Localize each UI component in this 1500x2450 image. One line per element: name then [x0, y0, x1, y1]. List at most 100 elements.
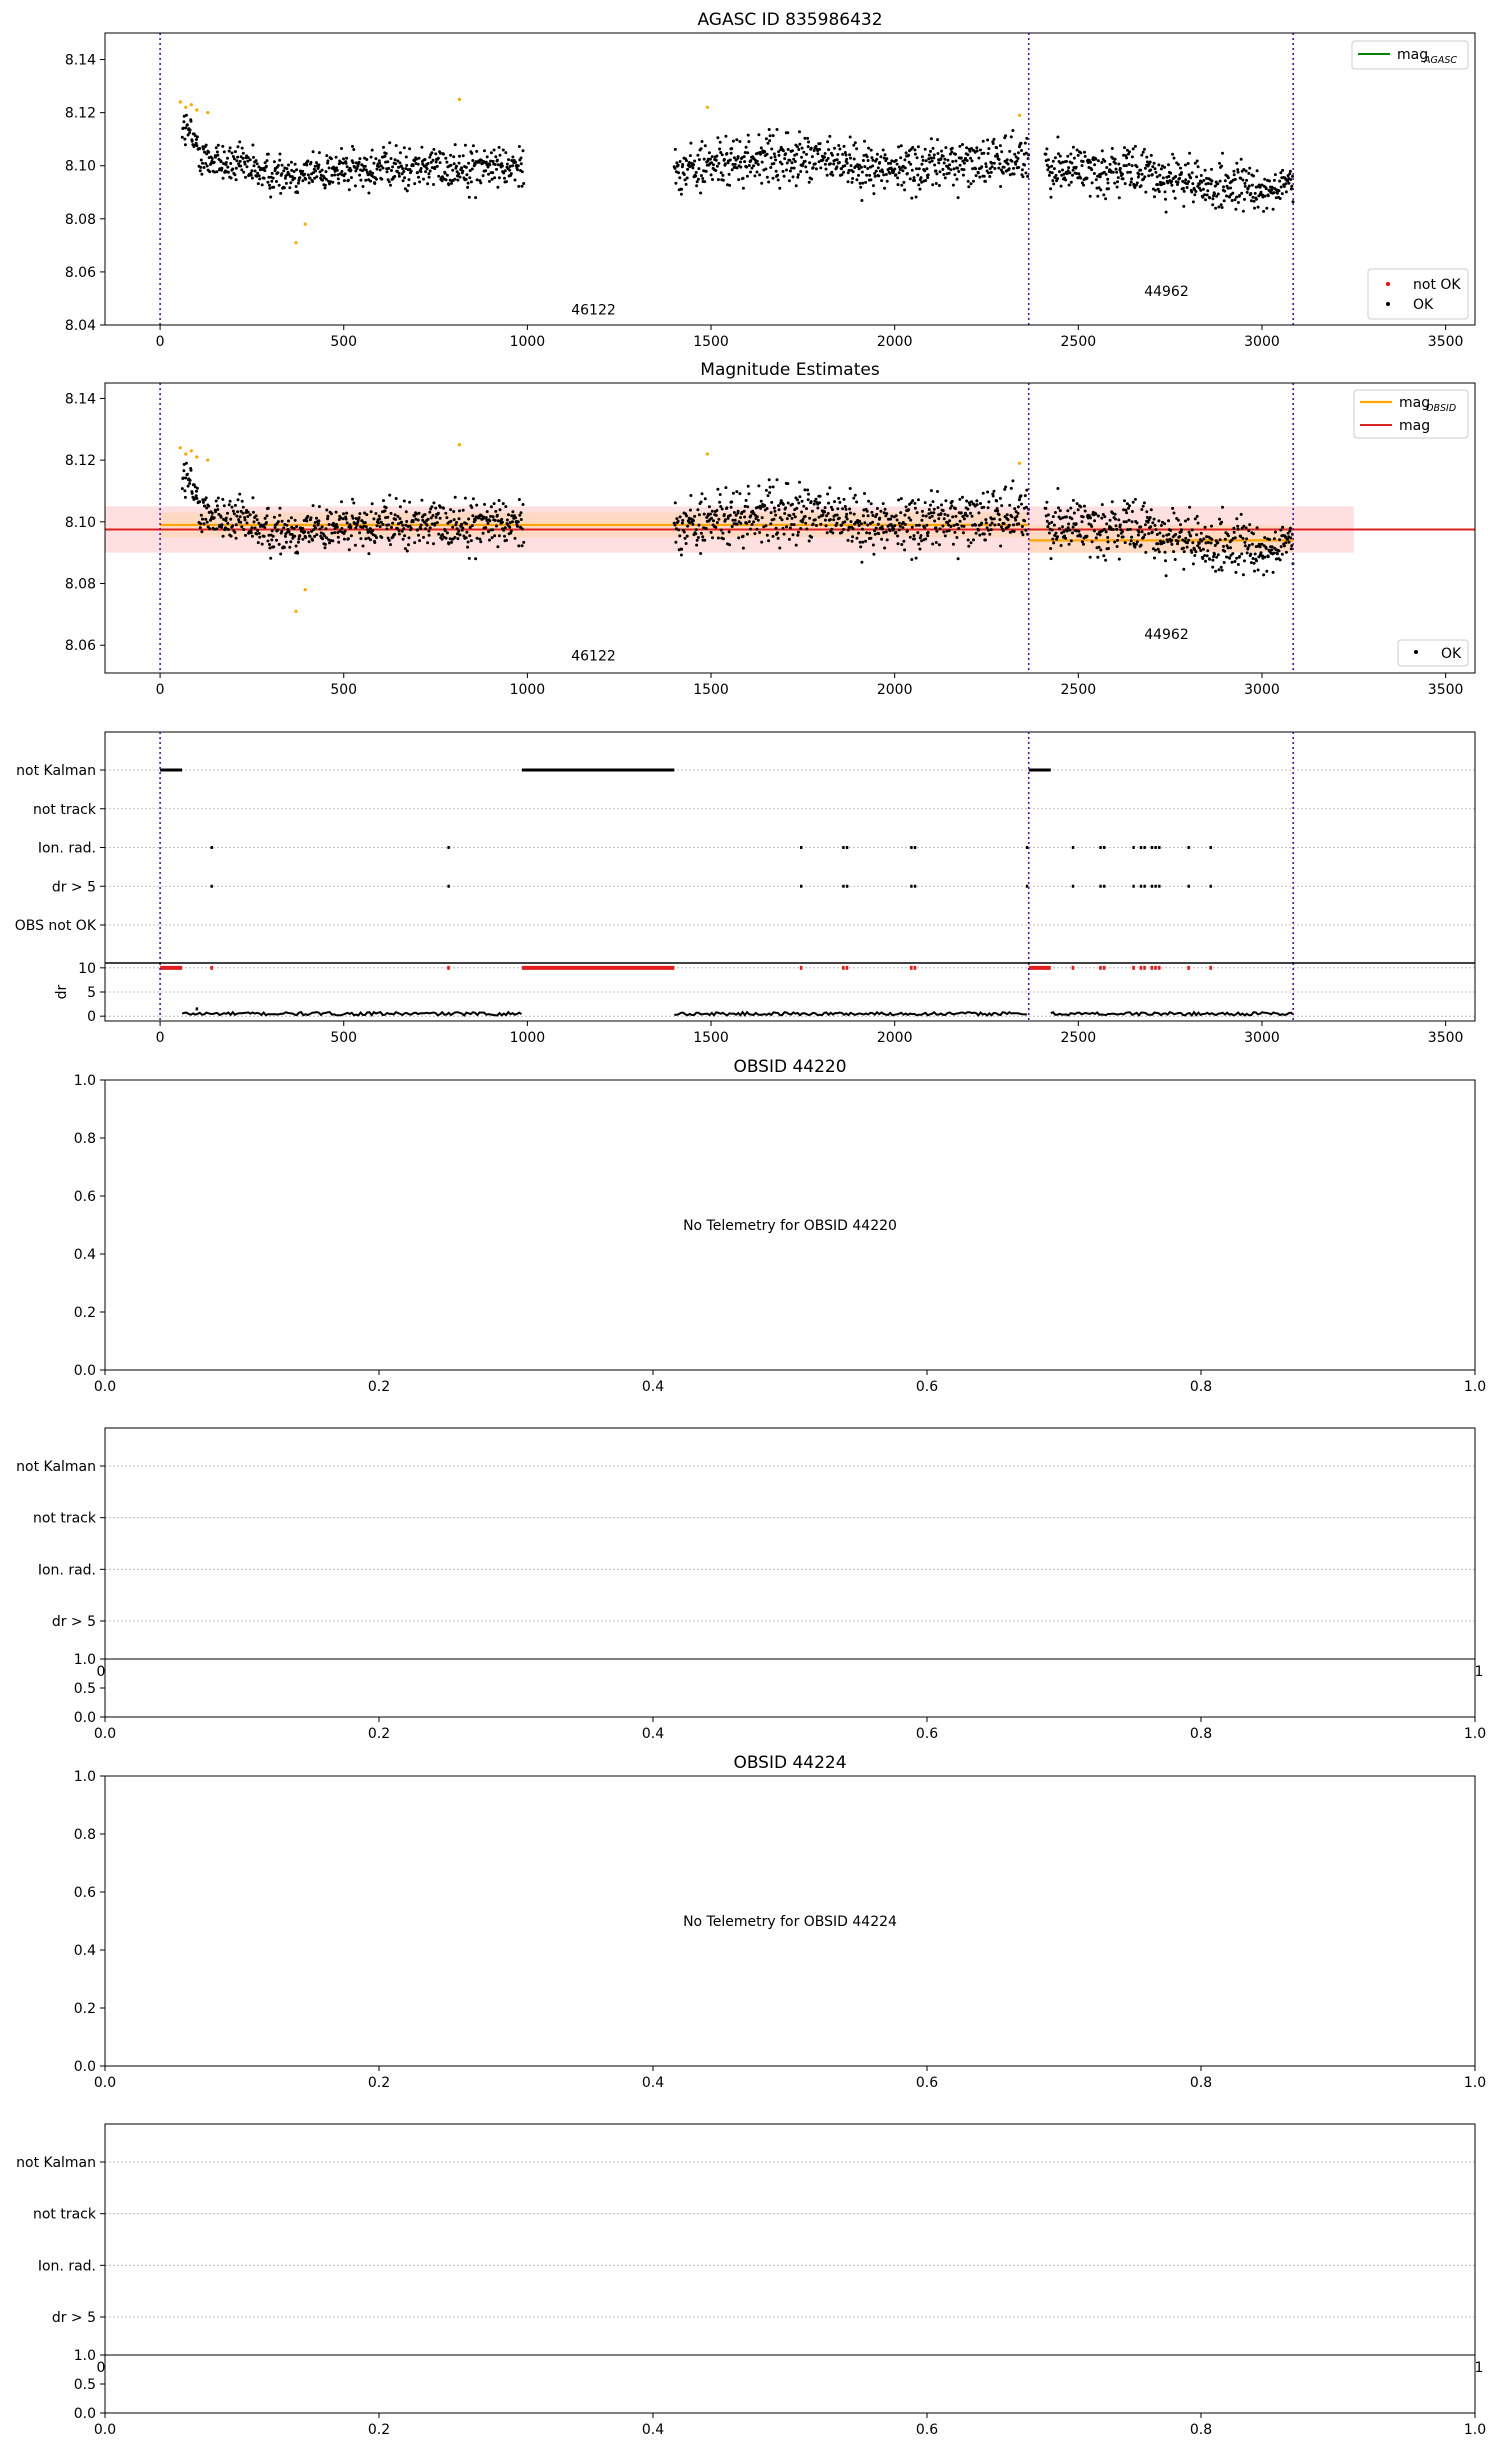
ok-point: [1265, 569, 1269, 573]
ok-point: [1054, 173, 1058, 177]
ok-point: [315, 161, 318, 165]
ok-point: [767, 478, 771, 482]
ok-point: [429, 160, 433, 164]
ok-point: [322, 176, 326, 180]
dr-red-point: [799, 965, 803, 970]
ok-point: [844, 153, 848, 157]
ok-point: [719, 528, 723, 532]
ok-point: [881, 502, 885, 506]
ok-point: [791, 149, 794, 153]
ok-point: [1236, 524, 1240, 528]
ok-point: [869, 502, 873, 506]
ok-point: [1176, 180, 1180, 184]
ok-point: [743, 151, 747, 154]
ok-point: [1258, 545, 1262, 549]
ok-point: [825, 173, 829, 177]
ok-point: [694, 174, 698, 178]
ok-point: [1130, 177, 1134, 181]
ok-point: [746, 484, 750, 488]
ok-point: [799, 527, 803, 530]
ok-point: [484, 169, 488, 173]
ok-point: [1046, 525, 1050, 529]
ok-point: [1172, 550, 1176, 554]
ok-point: [1240, 191, 1244, 195]
ok-point: [304, 177, 308, 181]
ok-point: [1180, 171, 1183, 175]
ok-point: [325, 154, 329, 158]
ok-point: [1066, 509, 1070, 513]
ok-point: [444, 536, 448, 540]
x-tick-label: 1000: [510, 334, 546, 350]
ok-point: [756, 518, 760, 522]
ok-point: [263, 516, 267, 520]
ok-point: [369, 538, 372, 542]
ok-point: [377, 514, 381, 518]
ok-point: [422, 535, 425, 539]
ok-point: [1217, 205, 1221, 209]
ok-point: [1233, 177, 1237, 181]
ok-point: [1244, 526, 1248, 530]
ok-point: [202, 522, 206, 526]
ok-point: [237, 518, 241, 522]
ok-point: [214, 510, 217, 514]
ok-point: [432, 183, 435, 186]
ok-point: [385, 170, 389, 174]
ok-point: [813, 518, 817, 522]
ok-point: [353, 184, 357, 188]
ok-point: [266, 180, 270, 184]
ok-point: [1025, 136, 1029, 140]
ok-point: [1117, 557, 1121, 561]
x-tick-label: 2500: [1061, 682, 1097, 698]
ok-point: [942, 530, 946, 534]
ok-point: [807, 492, 810, 496]
ok-point: [827, 501, 831, 505]
ok-point: [1122, 164, 1126, 168]
ok-point: [848, 153, 852, 157]
ok-point: [467, 517, 471, 521]
ok-point: [1277, 549, 1281, 553]
ok-point: [997, 158, 1001, 161]
ok-point: [422, 177, 425, 181]
ok-point: [292, 527, 296, 530]
ok-point: [832, 518, 836, 522]
ok-point: [1047, 173, 1051, 177]
ok-point: [1245, 551, 1249, 555]
outlier-point: [195, 108, 199, 112]
ok-point: [423, 513, 427, 517]
ok-point: [373, 541, 377, 544]
ok-point: [1063, 534, 1066, 538]
ok-point: [916, 531, 920, 535]
ok-point: [1230, 560, 1234, 564]
x-tick-label: 1.0: [1464, 1379, 1486, 1395]
ok-point: [1088, 555, 1092, 559]
ok-point: [500, 162, 504, 166]
ok-point: [243, 518, 247, 522]
ok-point: [1239, 535, 1243, 538]
ok-point: [1090, 540, 1094, 544]
ok-point: [1097, 186, 1101, 190]
ok-point: [829, 505, 833, 509]
ok-point: [279, 552, 283, 556]
ok-point: [255, 518, 259, 522]
ok-point: [710, 155, 714, 159]
ok-point: [775, 128, 779, 131]
ok-point: [892, 170, 896, 173]
ok-point: [1140, 172, 1144, 176]
ok-point: [388, 141, 392, 145]
ok-point: [915, 511, 919, 515]
flag-label: dr > 5: [52, 1614, 96, 1630]
ok-point: [257, 165, 261, 169]
ok-point: [417, 533, 420, 537]
ok-point: [1161, 534, 1165, 538]
ok-point: [342, 537, 346, 541]
ok-point: [776, 536, 780, 540]
outlier-points: [178, 443, 1022, 613]
flag-point: [1025, 846, 1029, 849]
ok-point: [1094, 512, 1098, 516]
ok-point: [676, 519, 680, 523]
ok-point: [782, 532, 786, 536]
ok-point: [522, 182, 526, 185]
ok-point: [916, 145, 920, 149]
